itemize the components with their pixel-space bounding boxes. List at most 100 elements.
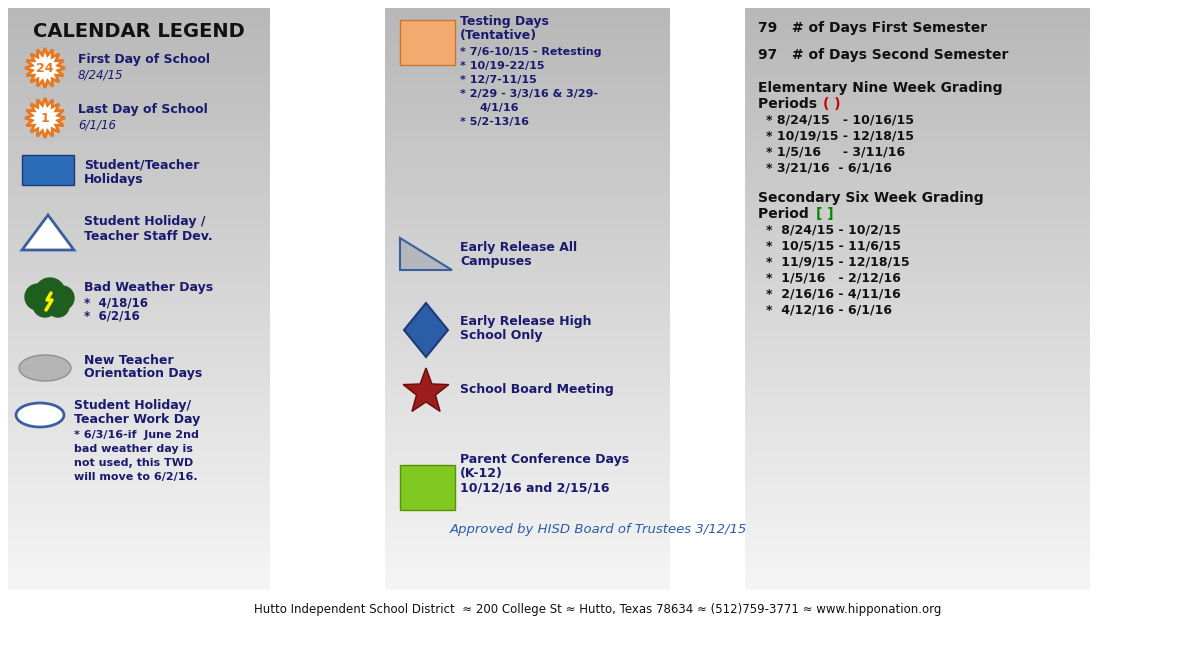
Bar (8, 474, 271, 476)
Bar (745, 232, 1090, 235)
Bar (8, 83, 271, 87)
Text: Secondary Six Week Grading: Secondary Six Week Grading (758, 191, 984, 205)
Bar (385, 535, 670, 538)
Bar (385, 520, 670, 523)
Bar (8, 288, 271, 290)
Bar (745, 520, 1090, 523)
Bar (385, 206, 670, 209)
Bar (745, 448, 1090, 450)
Bar (745, 174, 1090, 177)
Bar (385, 573, 670, 575)
Bar (745, 113, 1090, 116)
Text: 10/12/16 and 2/15/16: 10/12/16 and 2/15/16 (460, 482, 609, 495)
Bar (8, 340, 271, 343)
Bar (745, 177, 1090, 179)
Bar (8, 479, 271, 482)
Bar (385, 395, 670, 398)
Bar (8, 206, 271, 209)
Bar (385, 282, 670, 284)
Bar (385, 319, 670, 323)
Bar (8, 58, 271, 60)
Bar (385, 575, 670, 579)
Bar (745, 151, 1090, 153)
Bar (8, 188, 271, 192)
Ellipse shape (16, 403, 63, 427)
Bar (8, 389, 271, 392)
Bar (385, 60, 670, 63)
Bar (385, 561, 670, 564)
Bar (8, 535, 271, 538)
Polygon shape (22, 215, 74, 250)
Bar (745, 214, 1090, 218)
Bar (385, 127, 670, 130)
Bar (745, 552, 1090, 555)
Bar (8, 67, 271, 69)
Bar (385, 209, 670, 212)
Bar (385, 226, 670, 229)
Text: Early Release All: Early Release All (460, 241, 577, 255)
Bar (385, 555, 670, 558)
Bar (385, 378, 670, 380)
Bar (385, 192, 670, 194)
Bar (8, 46, 271, 49)
Bar (8, 40, 271, 43)
Bar (385, 124, 670, 127)
Bar (385, 288, 670, 290)
Bar (8, 476, 271, 479)
Bar (745, 314, 1090, 317)
Bar (385, 72, 670, 75)
Bar (8, 573, 271, 575)
Bar (385, 549, 670, 552)
Bar (745, 209, 1090, 212)
Bar (385, 144, 670, 148)
Bar (8, 92, 271, 95)
Bar (385, 380, 670, 384)
Bar (745, 305, 1090, 308)
Text: Last Day of School: Last Day of School (78, 103, 208, 116)
Bar (745, 581, 1090, 584)
Bar (8, 398, 271, 401)
Bar (385, 401, 670, 404)
Bar (385, 270, 670, 273)
Bar (8, 127, 271, 130)
Bar (385, 43, 670, 46)
Text: Elementary Nine Week Grading: Elementary Nine Week Grading (758, 81, 1003, 95)
Bar (8, 72, 271, 75)
Bar (385, 235, 670, 238)
Bar (8, 378, 271, 380)
Bar (385, 415, 670, 418)
Bar (8, 505, 271, 509)
Bar (385, 456, 670, 459)
Bar (745, 290, 1090, 293)
Bar (385, 331, 670, 334)
Bar (745, 442, 1090, 444)
Bar (385, 372, 670, 375)
Bar (745, 212, 1090, 214)
Bar (745, 87, 1090, 89)
Bar (8, 279, 271, 282)
Bar (745, 369, 1090, 372)
Bar (8, 60, 271, 63)
Bar (8, 89, 271, 92)
Bar (745, 343, 1090, 345)
Ellipse shape (19, 355, 71, 381)
Bar (385, 293, 670, 296)
Bar (385, 386, 670, 389)
Bar (745, 389, 1090, 392)
Text: * 5/2-13/16: * 5/2-13/16 (460, 117, 529, 127)
Bar (8, 23, 271, 26)
Bar (385, 32, 670, 34)
Bar (385, 95, 670, 98)
Bar (8, 526, 271, 529)
Bar (745, 200, 1090, 203)
Bar (385, 474, 670, 476)
Bar (385, 494, 670, 497)
Bar (385, 511, 670, 514)
Bar (8, 514, 271, 517)
Bar (385, 110, 670, 113)
Bar (385, 148, 670, 151)
Bar (385, 558, 670, 561)
Bar (8, 555, 271, 558)
Bar (745, 241, 1090, 244)
Bar (745, 526, 1090, 529)
